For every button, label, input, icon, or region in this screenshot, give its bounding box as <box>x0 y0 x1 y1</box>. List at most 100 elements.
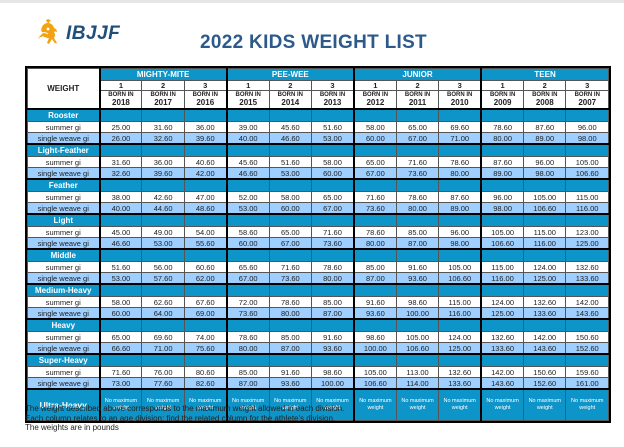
weight-cell: 71.60 <box>395 156 440 168</box>
category-spacer-cell <box>141 143 185 157</box>
weight-cell: 98.60 <box>395 296 440 308</box>
weight-cell: 80.00 <box>352 237 397 250</box>
weight-cell: 80.00 <box>395 202 440 215</box>
category-row-rooster: Rooster <box>27 108 609 122</box>
weight-cell: 58.60 <box>225 226 270 238</box>
summer-gi-row: summer gi 38.00 42.60 47.00 52.00 58.00 65.00 7… <box>27 191 609 203</box>
birth-year-header: BORN IN 2018 <box>98 90 143 110</box>
weight-cell: 133.60 <box>523 307 567 320</box>
single-weave-gi-label: single weave gi <box>27 132 101 145</box>
weight-cell: 100.00 <box>352 342 397 355</box>
single-weave-gi-row: single weave gi 53.00 57.60 62.00 67.00 73.60… <box>27 272 609 285</box>
category-row-light: Light <box>27 213 609 227</box>
weight-cell: 76.00 <box>141 366 185 378</box>
weight-cell: 133.60 <box>480 342 525 355</box>
no-maximum-weight-cell: No maximum weight <box>438 388 482 421</box>
category-spacer-cell <box>98 213 143 227</box>
category-spacer-cell <box>311 178 355 192</box>
weight-cell: 106.60 <box>352 377 397 390</box>
weight-cell: 73.60 <box>268 272 313 285</box>
category-spacer-cell <box>438 318 482 332</box>
category-row-light-feather: Light-Feather <box>27 143 609 157</box>
weight-cell: 98.00 <box>565 132 609 145</box>
birth-year: 2009 <box>493 98 512 107</box>
category-spacer-cell <box>183 248 228 262</box>
weight-cell: 132.60 <box>523 296 567 308</box>
weight-cell: 98.00 <box>523 167 567 180</box>
category-spacer-cell <box>268 143 313 157</box>
age-column-number: 1 <box>480 80 525 91</box>
birth-year-header: BORN IN 2015 <box>225 90 270 110</box>
category-spacer-cell <box>268 248 313 262</box>
weight-cell: 142.00 <box>480 366 525 378</box>
birth-year-header: BORN IN 2012 <box>352 90 397 110</box>
category-spacer-cell <box>480 108 525 122</box>
weight-cell: 115.00 <box>480 261 525 273</box>
logo-text: IBJJF <box>66 23 121 44</box>
single-weave-gi-label: single weave gi <box>27 202 101 215</box>
birth-year-header: BORN IN 2008 <box>523 90 567 110</box>
single-weave-gi-label: single weave gi <box>27 272 101 285</box>
weight-cell: 40.00 <box>225 132 270 145</box>
category-spacer-cell <box>352 353 397 367</box>
weight-cell: 98.60 <box>352 331 397 343</box>
weight-cell: 45.00 <box>98 226 143 238</box>
weight-cell: 124.00 <box>480 296 525 308</box>
age-column-number: 2 <box>523 80 567 91</box>
summer-gi-row: summer gi 71.60 76.00 80.60 85.00 91.60 98.60 1… <box>27 366 609 378</box>
weight-cell: 106.60 <box>565 167 609 180</box>
birth-year-header: BORN IN 2016 <box>183 90 228 110</box>
category-spacer-cell <box>311 318 355 332</box>
weight-cell: 87.00 <box>395 237 440 250</box>
weight-cell: 49.00 <box>141 226 185 238</box>
weight-cell: 69.60 <box>438 121 482 133</box>
weight-cell: 55.60 <box>183 237 228 250</box>
category-spacer-cell <box>438 353 482 367</box>
weight-cell: 73.60 <box>311 237 355 250</box>
weight-cell: 113.00 <box>395 366 440 378</box>
category-spacer-cell <box>523 318 567 332</box>
birth-year-header: BORN IN 2011 <box>395 90 440 110</box>
no-maximum-weight-cell: No maximum weight <box>395 388 440 421</box>
category-spacer-cell <box>395 318 440 332</box>
summer-gi-label: summer gi <box>27 296 101 308</box>
no-maximum-weight-cell: No maximum weight <box>225 388 270 421</box>
birth-year-header: BORN IN 2013 <box>311 90 355 110</box>
weight-cell: 105.00 <box>565 156 609 168</box>
category-spacer-cell <box>311 213 355 227</box>
weight-cell: 105.00 <box>523 191 567 203</box>
category-spacer-cell <box>183 213 228 227</box>
weight-cell: 143.60 <box>565 307 609 320</box>
summer-gi-row: summer gi 58.00 62.60 67.60 72.00 78.60 85.00 9… <box>27 296 609 308</box>
weight-cell: 91.60 <box>268 366 313 378</box>
weight-cell: 65.00 <box>268 226 313 238</box>
category-name: Rooster <box>27 108 101 122</box>
summer-gi-label: summer gi <box>27 261 101 273</box>
single-weave-gi-row: single weave gi 26.00 32.60 39.60 40.00 46.60… <box>27 132 609 145</box>
weight-cell: 78.60 <box>268 296 313 308</box>
single-weave-gi-row: single weave gi 32.60 39.60 42.00 46.60 53.00… <box>27 167 609 180</box>
category-spacer-cell <box>523 178 567 192</box>
category-spacer-cell <box>395 248 440 262</box>
weight-cell: 51.60 <box>268 156 313 168</box>
weight-header: WEIGHT <box>27 68 101 110</box>
birth-year: 2015 <box>239 98 258 107</box>
weight-cell: 93.60 <box>268 377 313 390</box>
category-spacer-cell <box>395 283 440 297</box>
category-row-ultra-heavy: Ultra-Heavy No maximum weight No maximum w… <box>27 388 609 421</box>
category-spacer-cell <box>352 248 397 262</box>
category-spacer-cell <box>141 178 185 192</box>
age-column-number: 3 <box>311 80 355 91</box>
category-row-heavy: Heavy <box>27 318 609 332</box>
category-spacer-cell <box>480 213 525 227</box>
no-maximum-weight-cell: No maximum weight <box>183 388 228 421</box>
weight-cell: 60.00 <box>352 132 397 145</box>
weight-cell: 58.00 <box>268 191 313 203</box>
no-maximum-weight-cell: No maximum weight <box>311 388 355 421</box>
category-spacer-cell <box>395 143 440 157</box>
weight-cell: 87.60 <box>480 156 525 168</box>
weight-cell: 71.00 <box>141 342 185 355</box>
single-weave-gi-row: single weave gi 40.00 44.60 48.60 53.00 60.00… <box>27 202 609 215</box>
birth-year: 2018 <box>112 98 130 107</box>
no-maximum-weight-cell: No maximum weight <box>352 388 397 421</box>
